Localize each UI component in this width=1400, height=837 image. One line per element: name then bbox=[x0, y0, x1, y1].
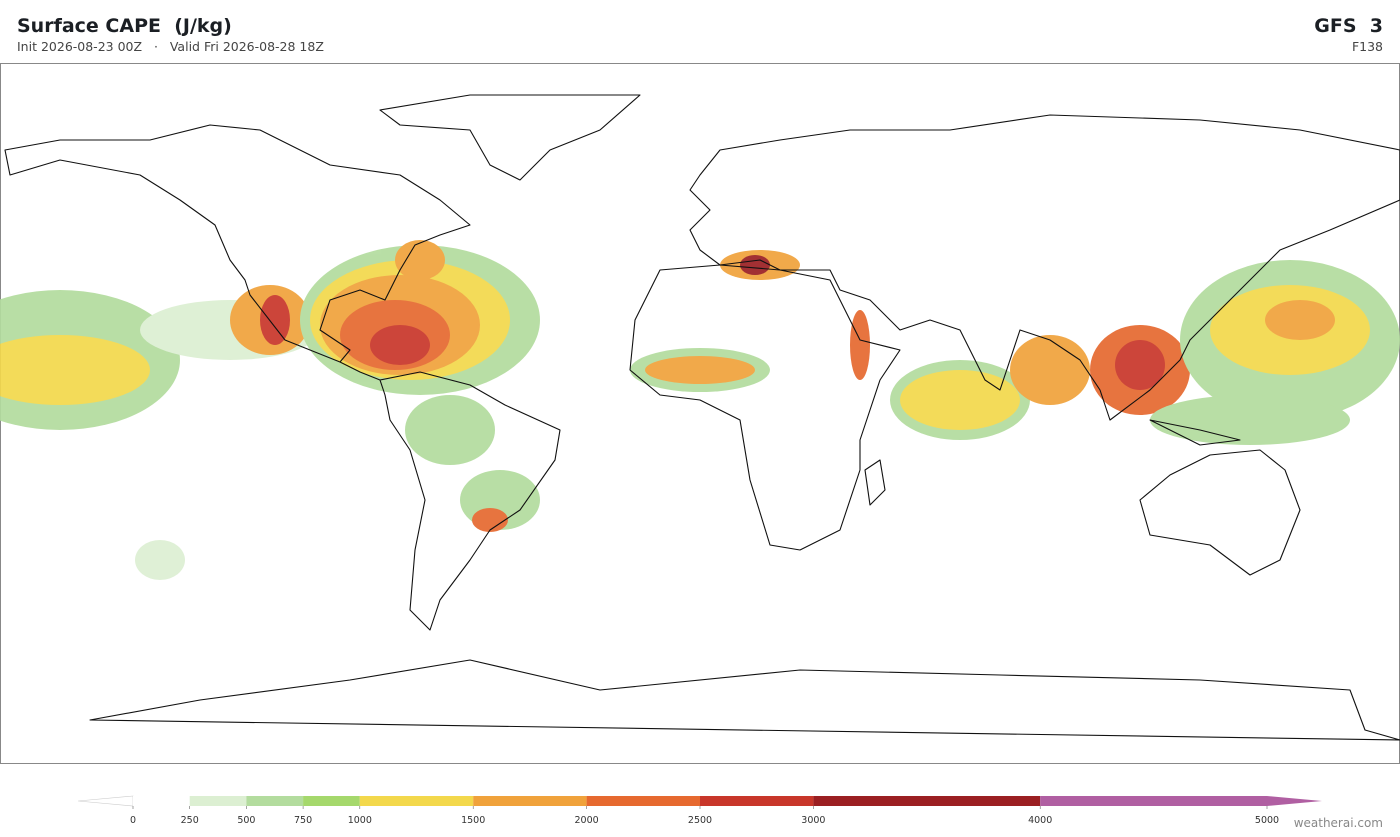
colorbar-bin bbox=[189, 796, 247, 806]
colorbar-bin bbox=[246, 796, 304, 806]
colorbar-tick-label: 1000 bbox=[348, 815, 372, 826]
colorbar-bin bbox=[586, 796, 700, 806]
colorbar-tick-label: 500 bbox=[237, 815, 255, 826]
title: Surface CAPE (J/kg) bbox=[17, 15, 232, 37]
colorbar-tick-label: 2500 bbox=[688, 815, 712, 826]
colorbar: 0 250 500 750 1000 1500 2000 2500 3000 4000 5000 bbox=[77, 795, 1322, 826]
colorbar-under bbox=[77, 795, 134, 807]
colorbar-bin bbox=[359, 796, 474, 806]
colorbar-tick-label: 4000 bbox=[1028, 815, 1052, 826]
cape-field bbox=[0, 240, 1400, 580]
colorbar-tick-label: 2000 bbox=[575, 815, 599, 826]
colorbar-bin bbox=[473, 796, 587, 806]
coastlines bbox=[4, 94, 1400, 741]
colorbar-bin bbox=[303, 796, 360, 806]
colorbar-bin bbox=[133, 796, 190, 806]
colorbar-bin bbox=[813, 796, 1041, 806]
colorbar-tick-label: 750 bbox=[294, 815, 312, 826]
colorbar-tick-label: 0 bbox=[130, 815, 136, 826]
colorbar-over bbox=[1267, 796, 1322, 806]
colorbar-tick-label: 250 bbox=[181, 815, 199, 826]
colorbar-tick-label: 1500 bbox=[461, 815, 485, 826]
watermark: weatherai.com bbox=[1293, 816, 1383, 830]
colorbar-tick-label: 3000 bbox=[801, 815, 825, 826]
colorbar-bin bbox=[700, 796, 814, 806]
colorbar-tick-label: 5000 bbox=[1255, 815, 1279, 826]
model-name: GFS 3 bbox=[1314, 15, 1383, 37]
forecast-hour: F138 bbox=[1351, 39, 1383, 54]
subtitle: Init 2026-08-23 00Z · Valid Fri 2026-08-… bbox=[17, 39, 324, 54]
colorbar-bin bbox=[1040, 796, 1267, 806]
